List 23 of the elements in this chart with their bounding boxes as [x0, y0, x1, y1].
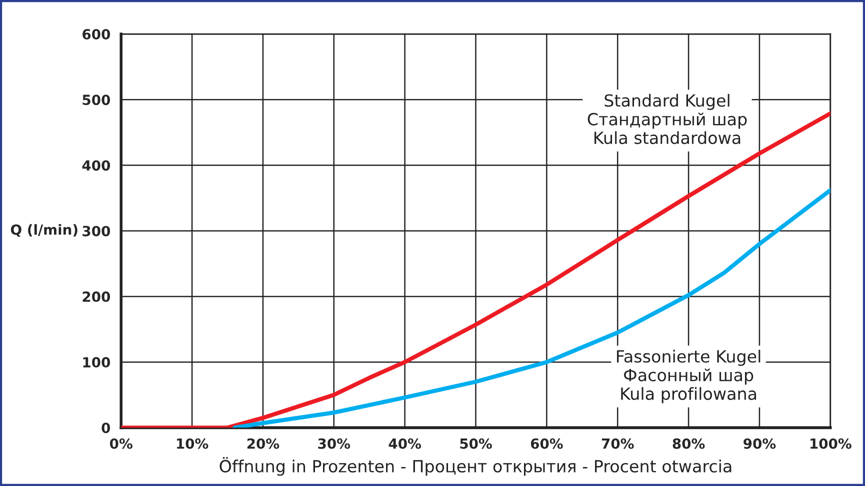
- x-tick-label: 10%: [176, 438, 208, 449]
- y-tick-label: 100: [83, 357, 110, 368]
- y-tick-label: 600: [82, 28, 110, 40]
- y-tick-label: 300: [82, 226, 110, 236]
- x-tick-label: 80%: [672, 438, 705, 449]
- y-tick-label: 500: [82, 94, 110, 106]
- y-tick-label: 0: [102, 422, 110, 434]
- series-label: Standard Kugel Стандартный шар Kula standardowa: [588, 94, 747, 144]
- x-tick-label: 100%: [810, 438, 852, 449]
- x-tick-label: 30%: [318, 438, 350, 449]
- y-tick-label: 200: [82, 291, 110, 302]
- line-series: [232, 188, 830, 428]
- x-tick-label: 50%: [460, 438, 492, 449]
- x-tick-label: 0%: [110, 438, 132, 449]
- x-axis-title: Öffnung in Prozenten - Процент открытия - Procent otwarcia: [220, 457, 732, 476]
- y-tick-label: 400: [82, 160, 110, 171]
- y-axis-title: Q (l/min): [10, 224, 78, 237]
- x-tick-label: 60%: [530, 438, 563, 449]
- x-tick-label: 40%: [388, 438, 421, 449]
- x-tick-label: 20%: [247, 438, 280, 449]
- x-tick-label: 90%: [744, 438, 776, 449]
- series-label: Fassonierte Kugel Фасонный шар Kula profilowana: [617, 350, 760, 404]
- x-tick-label: 70%: [602, 438, 634, 449]
